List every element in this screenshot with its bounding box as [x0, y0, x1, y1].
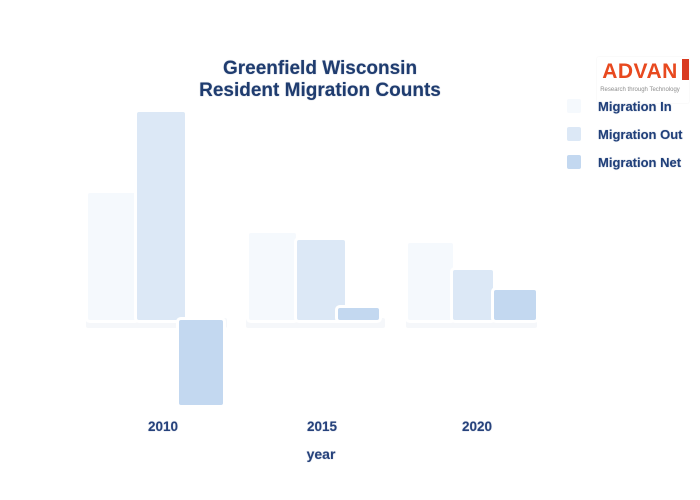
bar-migration-in-2020 — [408, 243, 453, 320]
baseline-strip — [246, 318, 385, 328]
baseline-strip — [406, 318, 537, 328]
bar-migration-net-2015 — [338, 308, 379, 320]
legend-label: Migration Net — [598, 155, 682, 170]
x-tick-label: 2015 — [306, 419, 338, 434]
bar-migration-out-2020 — [453, 270, 493, 320]
legend-swatch — [567, 127, 581, 141]
bar-migration-out-2015 — [297, 240, 345, 320]
advan-logo: ADVAN Research through Technology — [597, 57, 689, 103]
chart-title: Greenfield Wisconsin Resident Migration … — [110, 58, 530, 102]
advan-logo-accent-mark — [682, 59, 689, 80]
bar-migration-net-2010 — [179, 320, 223, 405]
bar-migration-out-2010 — [137, 112, 185, 320]
bar-migration-in-2010 — [88, 193, 137, 320]
chart-title-line1: Greenfield Wisconsin — [222, 58, 418, 79]
legend-swatch — [567, 99, 581, 113]
advan-logo-wordmark: ADVAN — [602, 60, 678, 83]
chart-title-line2: Resident Migration Counts — [199, 80, 441, 101]
x-tick-label: 2010 — [147, 419, 179, 434]
x-tick-label: 2020 — [461, 419, 493, 434]
x-axis-caption: year — [306, 446, 336, 462]
advan-logo-tagline: Research through Technology — [600, 87, 680, 93]
legend-label: Migration In — [598, 99, 672, 114]
legend-swatch — [567, 155, 581, 169]
legend-label: Migration Out — [598, 127, 683, 142]
bar-migration-in-2015 — [249, 233, 296, 320]
baseline-strip — [86, 318, 227, 328]
bar-migration-net-2020 — [494, 290, 536, 320]
